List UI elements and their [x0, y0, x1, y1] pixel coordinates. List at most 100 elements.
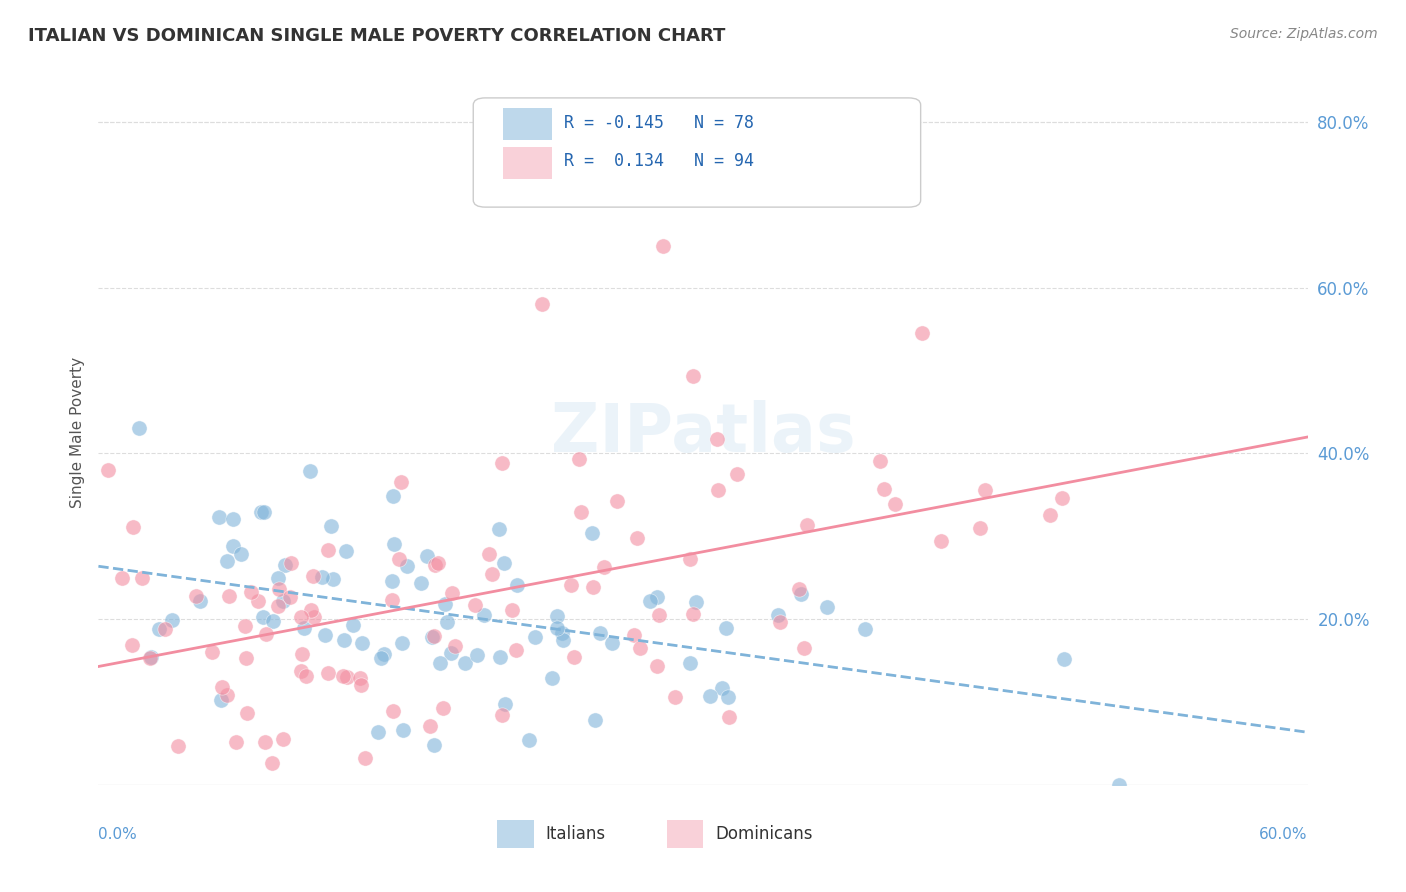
Point	[384, 537, 406, 551]
Bar	[503, 147, 551, 179]
Point	[501, 603, 523, 617]
Point	[415, 549, 437, 563]
Point	[432, 701, 454, 715]
Point	[623, 627, 645, 641]
Point	[301, 569, 323, 583]
Point	[571, 505, 593, 519]
Point	[679, 656, 702, 670]
Point	[540, 671, 562, 685]
Point	[465, 648, 488, 663]
Point	[188, 594, 211, 608]
Point	[218, 589, 240, 603]
Point	[217, 689, 239, 703]
Point	[444, 639, 467, 653]
Point	[494, 697, 516, 711]
Point	[139, 649, 162, 664]
Point	[873, 483, 896, 497]
Point	[582, 581, 605, 595]
Point	[208, 510, 231, 524]
Point	[254, 627, 277, 641]
Point	[423, 558, 446, 572]
Point	[628, 641, 651, 656]
Point	[1108, 778, 1130, 792]
Point	[707, 483, 730, 498]
Point	[354, 750, 377, 764]
Point	[373, 647, 395, 661]
Point	[454, 657, 477, 671]
Point	[267, 599, 290, 614]
Point	[551, 632, 574, 647]
Bar	[503, 109, 551, 140]
Point	[583, 713, 606, 727]
Point	[233, 619, 256, 633]
Point	[222, 512, 245, 526]
Point	[260, 756, 283, 771]
Point	[290, 665, 312, 679]
Point	[440, 646, 463, 660]
Point	[883, 497, 905, 511]
Point	[606, 494, 628, 508]
Point	[1053, 651, 1076, 665]
Y-axis label: Single Male Poverty: Single Male Poverty	[69, 357, 84, 508]
Point	[396, 559, 419, 574]
Point	[250, 505, 273, 519]
Point	[121, 520, 143, 534]
Point	[321, 519, 343, 533]
Point	[235, 651, 257, 665]
Text: ZIPatlas: ZIPatlas	[551, 400, 855, 466]
Point	[648, 607, 671, 622]
Point	[488, 650, 510, 665]
Point	[911, 326, 934, 341]
Point	[222, 540, 245, 554]
Point	[420, 631, 443, 645]
Point	[184, 589, 207, 603]
Point	[638, 594, 661, 608]
Point	[217, 554, 239, 568]
Point	[253, 505, 276, 519]
Point	[793, 641, 815, 656]
Point	[679, 552, 702, 566]
Point	[311, 570, 333, 584]
Point	[581, 526, 603, 541]
Point	[252, 610, 274, 624]
Point	[969, 520, 991, 534]
Point	[651, 239, 673, 253]
Point	[481, 566, 503, 581]
Point	[381, 489, 404, 503]
Point	[391, 636, 413, 650]
Point	[333, 632, 356, 647]
Point	[434, 597, 457, 611]
Point	[290, 610, 312, 624]
Point	[167, 739, 190, 754]
Point	[530, 297, 553, 311]
Point	[316, 542, 339, 557]
Bar	[666, 821, 703, 848]
Point	[419, 719, 441, 733]
Point	[706, 432, 728, 446]
Point	[271, 731, 294, 746]
Point	[278, 591, 301, 605]
Text: 0.0%: 0.0%	[98, 827, 138, 842]
Point	[314, 628, 336, 642]
Point	[645, 591, 668, 605]
Point	[269, 582, 291, 596]
Point	[298, 465, 321, 479]
Point	[97, 463, 120, 477]
Point	[155, 622, 177, 636]
Point	[239, 584, 262, 599]
Point	[647, 659, 669, 673]
Point	[336, 670, 359, 684]
Point	[593, 559, 616, 574]
Point	[299, 603, 322, 617]
Point	[131, 571, 153, 585]
Point	[148, 622, 170, 636]
Point	[546, 621, 568, 635]
Point	[436, 615, 458, 629]
Point	[280, 557, 302, 571]
Point	[517, 733, 540, 747]
Point	[472, 607, 495, 622]
Point	[271, 594, 294, 608]
Point	[322, 572, 344, 586]
Point	[488, 522, 510, 536]
Point	[787, 582, 810, 596]
